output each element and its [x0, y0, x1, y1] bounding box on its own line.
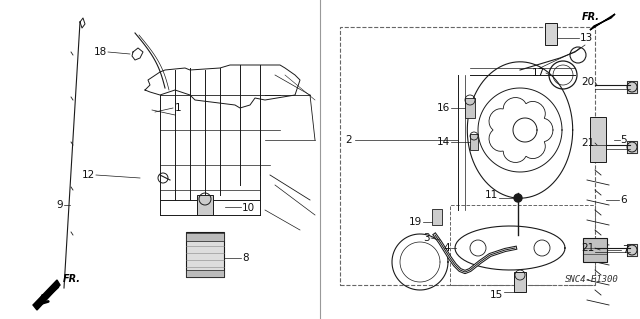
- Text: 6: 6: [620, 195, 627, 205]
- Bar: [186, 270, 224, 277]
- Bar: [186, 233, 224, 241]
- Polygon shape: [627, 81, 637, 93]
- Text: 16: 16: [436, 103, 450, 113]
- Bar: [450, 205, 595, 285]
- Bar: [590, 117, 606, 162]
- Text: 9: 9: [56, 200, 63, 210]
- Text: FR.: FR.: [63, 274, 81, 284]
- Text: FR.: FR.: [582, 12, 600, 22]
- Text: 19: 19: [409, 217, 422, 227]
- Bar: [197, 195, 213, 215]
- Text: 3: 3: [424, 233, 430, 243]
- Circle shape: [514, 194, 522, 202]
- Text: 2: 2: [345, 135, 351, 145]
- Text: 11: 11: [484, 190, 498, 200]
- Bar: [340, 27, 595, 285]
- Text: 17: 17: [532, 68, 545, 78]
- Bar: [432, 209, 442, 225]
- Bar: [470, 134, 478, 150]
- Text: 14: 14: [436, 137, 450, 147]
- Bar: [186, 232, 224, 277]
- Bar: [545, 23, 557, 45]
- Text: 7: 7: [622, 245, 628, 255]
- Text: SNC4-E1300: SNC4-E1300: [565, 276, 619, 285]
- Text: 10: 10: [242, 203, 255, 213]
- Text: 21: 21: [580, 138, 594, 148]
- Bar: [514, 272, 526, 292]
- Polygon shape: [627, 141, 637, 153]
- Text: 13: 13: [580, 33, 593, 43]
- Polygon shape: [627, 244, 637, 256]
- Polygon shape: [33, 280, 60, 310]
- Text: 4: 4: [444, 243, 450, 253]
- Bar: [583, 238, 607, 262]
- Text: 1: 1: [175, 103, 182, 113]
- Text: 18: 18: [93, 47, 107, 57]
- Text: 15: 15: [490, 290, 503, 300]
- Text: 5: 5: [620, 135, 627, 145]
- Text: 21: 21: [580, 243, 594, 253]
- Text: 20: 20: [581, 77, 594, 87]
- Text: 8: 8: [242, 253, 248, 263]
- Text: 12: 12: [82, 170, 95, 180]
- Polygon shape: [590, 14, 615, 30]
- Bar: [465, 98, 475, 118]
